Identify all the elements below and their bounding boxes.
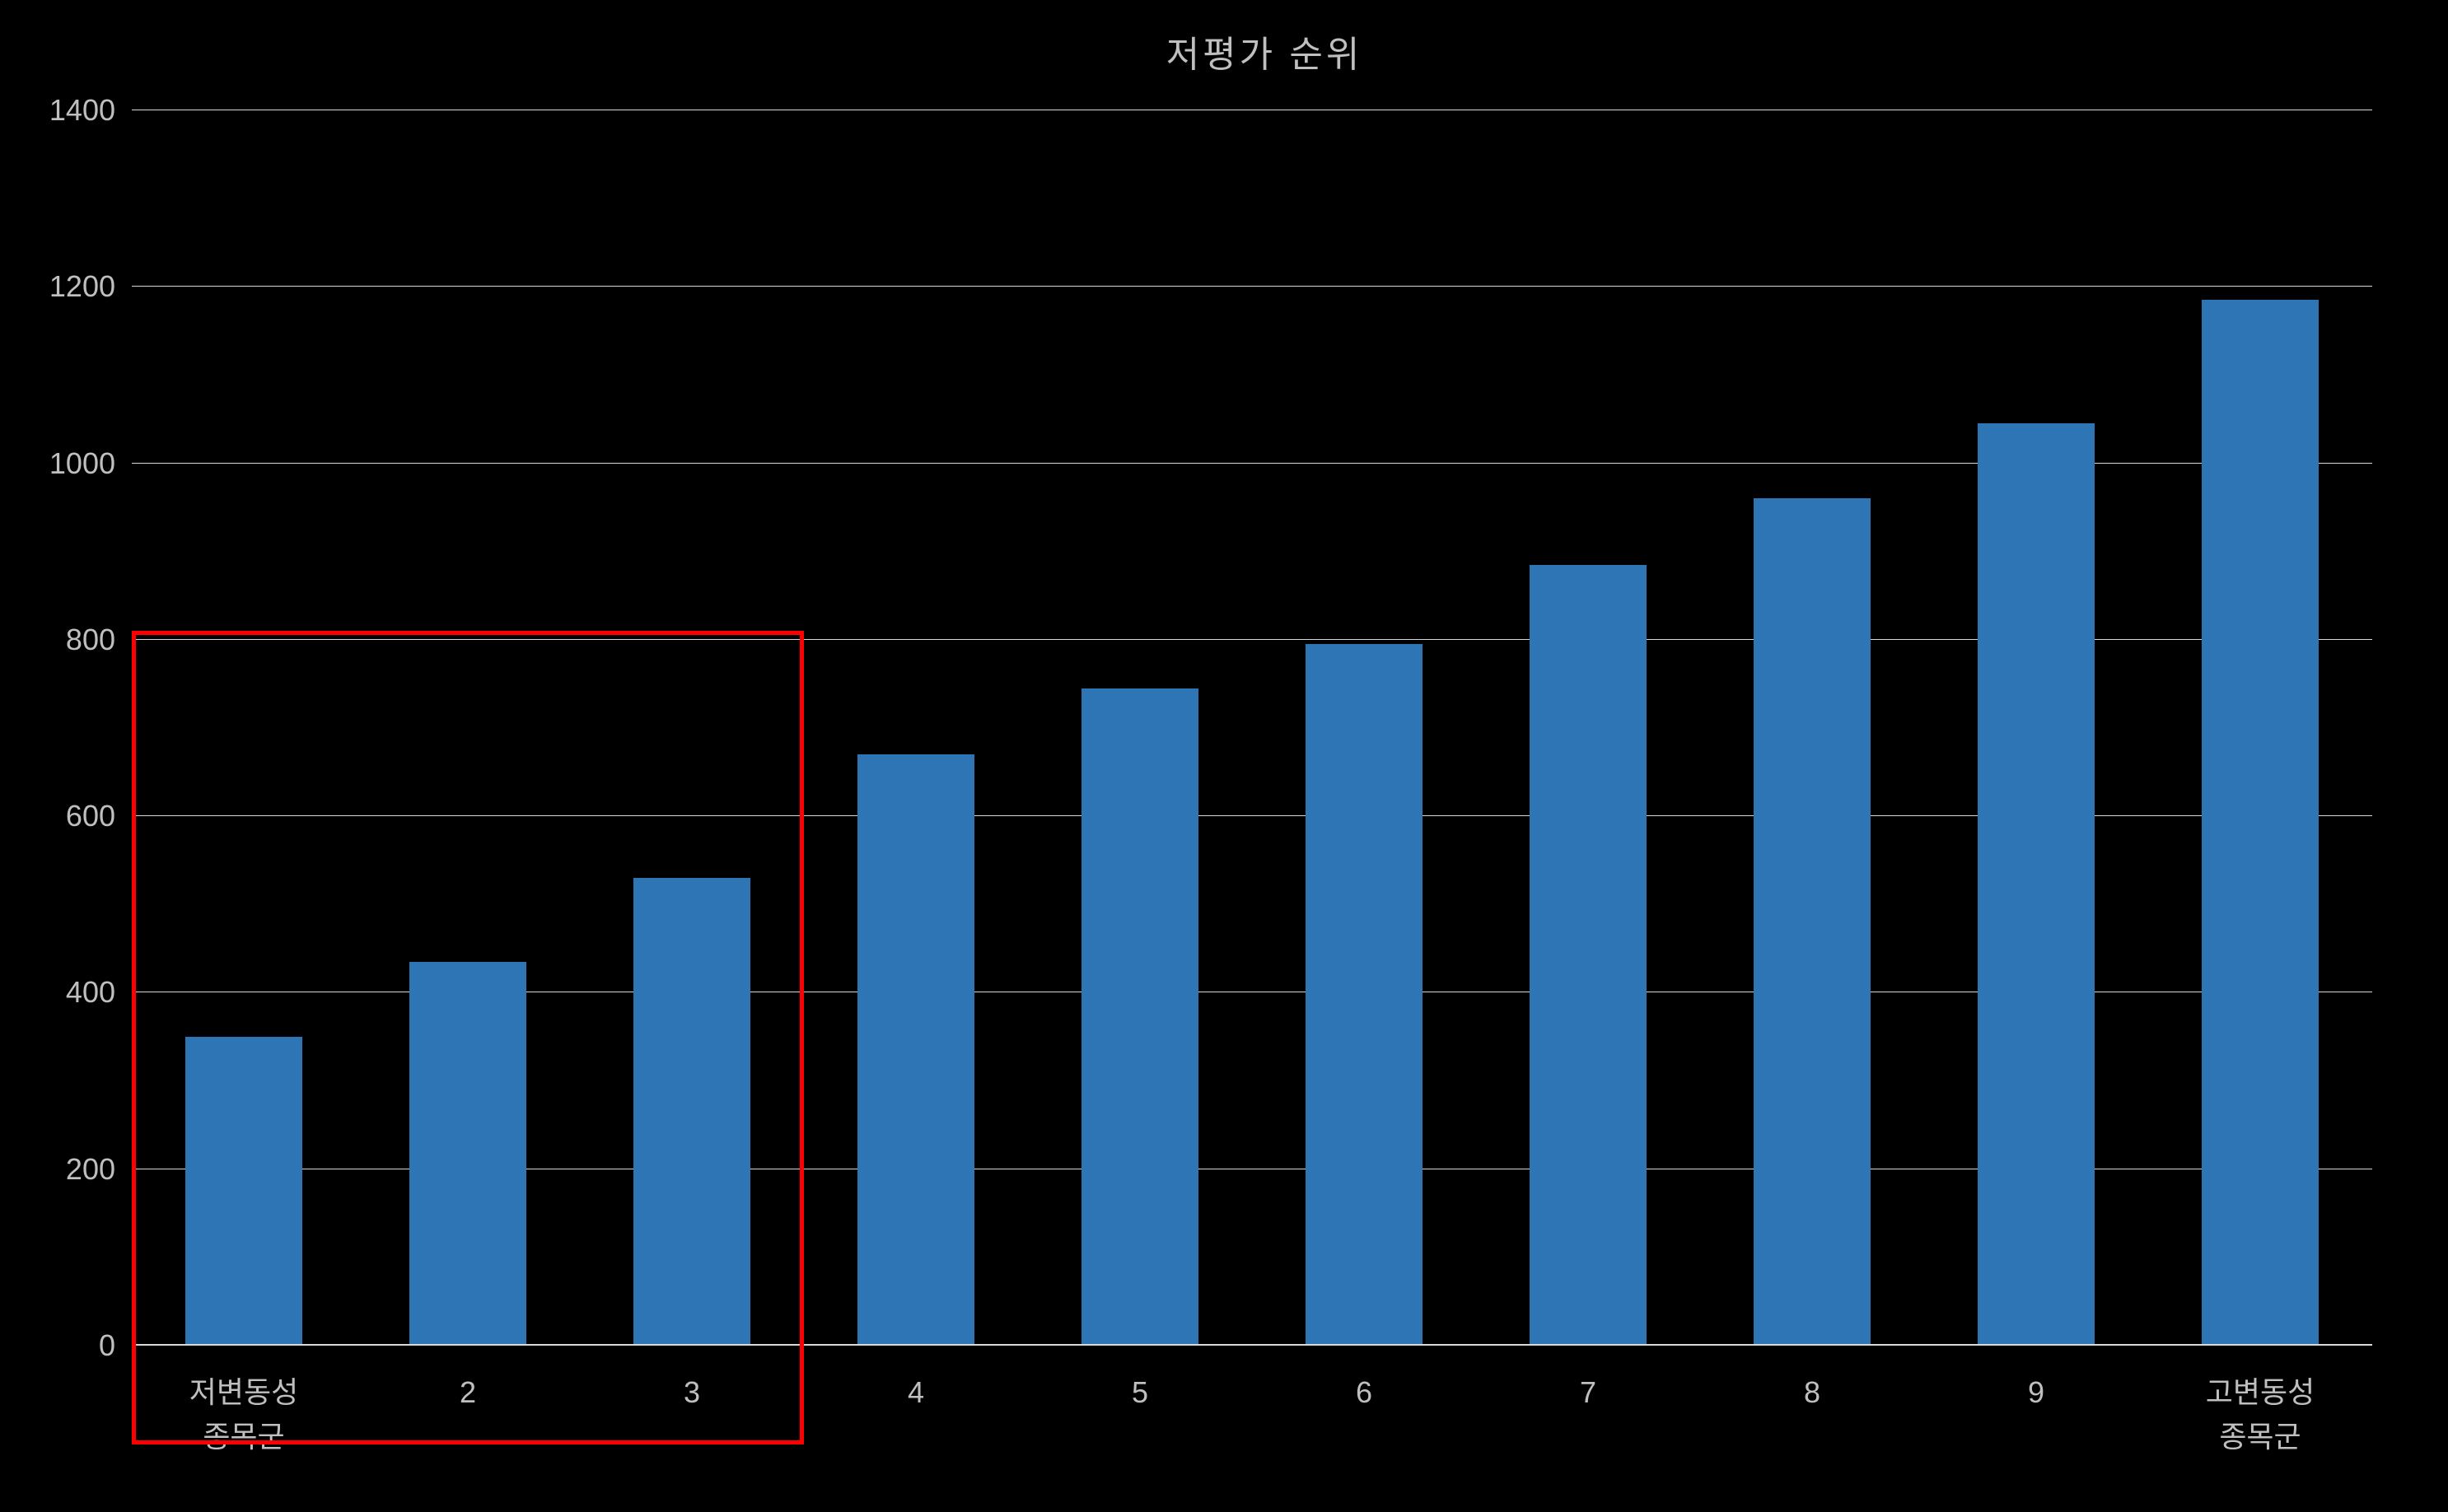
y-tick-label: 0 (41, 1328, 115, 1363)
plot-area: 0200400600800100012001400 (132, 110, 2372, 1346)
x-tick-label: 저변동성 종목군 (132, 1370, 356, 1459)
y-tick-label: 1000 (41, 446, 115, 481)
bar (1306, 644, 1422, 1346)
bar-slot (2148, 110, 2372, 1346)
x-tick-label: 6 (1252, 1370, 1476, 1459)
x-axis: 저변동성 종목군23456789고변동성 종목군 (132, 1370, 2372, 1459)
bar-slot (132, 110, 356, 1346)
bar (2202, 300, 2318, 1346)
y-tick-label: 600 (41, 799, 115, 833)
x-tick-label: 4 (804, 1370, 1028, 1459)
bar-slot (1700, 110, 1924, 1346)
y-tick-label: 1200 (41, 269, 115, 304)
x-tick-label: 7 (1476, 1370, 1700, 1459)
bar-slot (1252, 110, 1476, 1346)
bar-slot (1924, 110, 2148, 1346)
chart-title: 저평가 순위 (49, 25, 2397, 77)
x-tick-label: 8 (1700, 1370, 1924, 1459)
x-tick-label: 5 (1028, 1370, 1252, 1459)
y-tick-label: 800 (41, 623, 115, 657)
y-tick-label: 400 (41, 975, 115, 1010)
bar-slot (580, 110, 804, 1346)
bar-slot (1476, 110, 1700, 1346)
bar-slot (356, 110, 580, 1346)
bar (409, 962, 526, 1346)
x-tick-label: 9 (1924, 1370, 2148, 1459)
bar (633, 878, 750, 1346)
bar (1082, 688, 1198, 1346)
bar-slot (1028, 110, 1252, 1346)
bar (857, 754, 974, 1346)
y-tick-label: 200 (41, 1152, 115, 1187)
bars-group (132, 110, 2372, 1346)
x-axis-baseline (132, 1344, 2372, 1346)
bar (185, 1037, 301, 1346)
y-tick-label: 1400 (41, 93, 115, 128)
x-tick-label: 고변동성 종목군 (2148, 1370, 2372, 1459)
bar (1978, 423, 2094, 1346)
y-axis: 0200400600800100012001400 (49, 110, 124, 1346)
x-tick-label: 2 (356, 1370, 580, 1459)
bar-slot (804, 110, 1028, 1346)
x-tick-label: 3 (580, 1370, 804, 1459)
bar (1754, 498, 1870, 1346)
bar (1530, 565, 1646, 1346)
chart-container: 저평가 순위 0200400600800100012001400 저변동성 종목… (49, 25, 2397, 1482)
